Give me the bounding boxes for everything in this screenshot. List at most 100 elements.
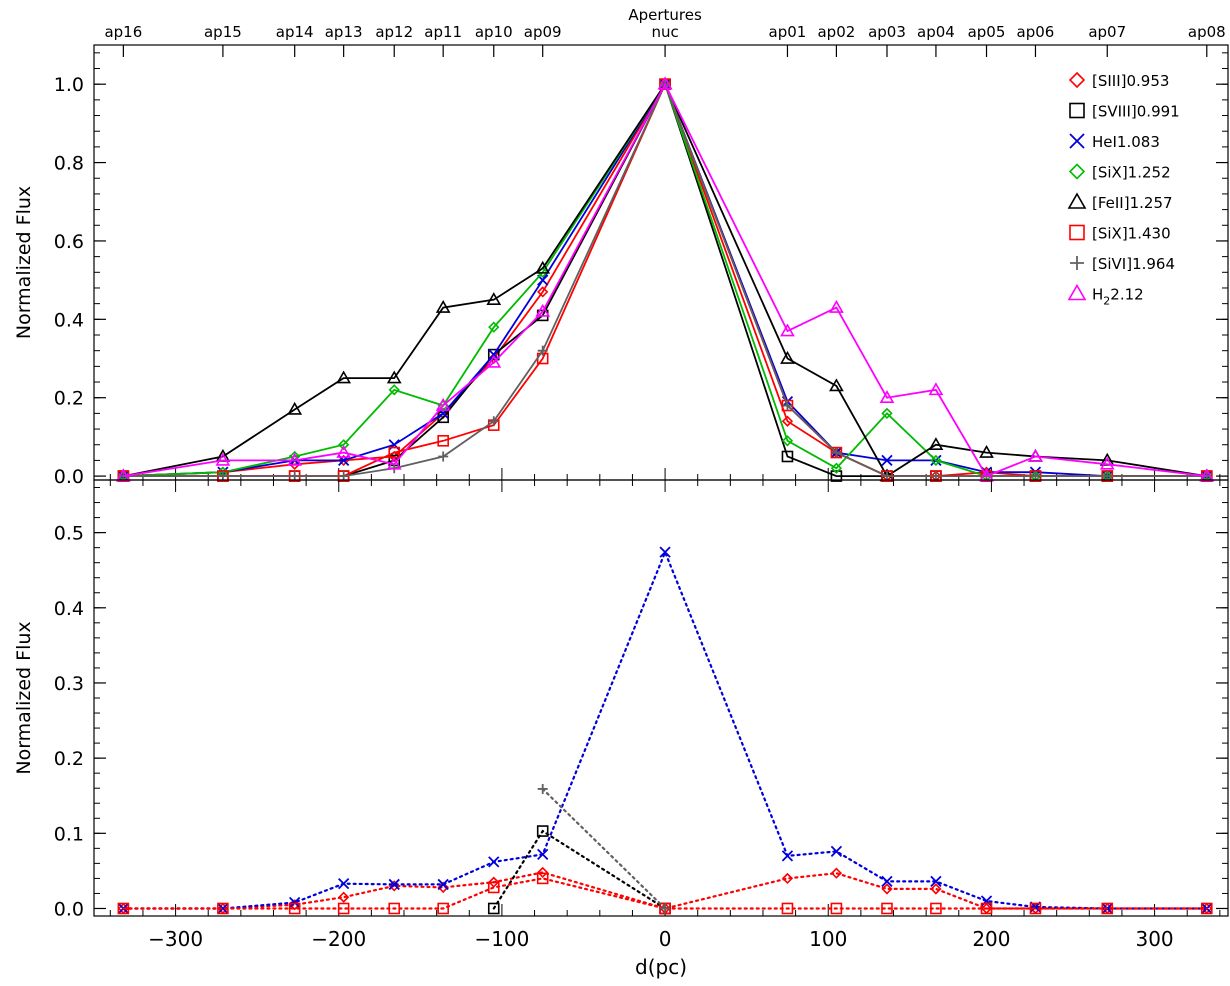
data-point-siii-0-953 [881,883,893,895]
series-line-hei1-083 [123,82,1207,477]
y-tick-label: 0.4 [54,598,84,620]
data-point-h2-12 [435,397,451,411]
data-point-hei1-083 [881,875,893,888]
legend-label: [SiVI]1.964 [1092,255,1175,273]
data-point-six-1-252 [338,439,350,451]
y-tick-label: 0.3 [54,673,84,695]
y-tick-label: 0.2 [54,748,84,770]
legend-marker [1069,224,1085,241]
data-point-sviii-0-991 [487,902,500,915]
data-point-hei1-083 [781,850,794,862]
data-point-hei1-083 [930,875,942,888]
legend: [SIII]0.953 [SVIII]0.991 HeI1.083 [SiX]1.25… [1067,71,1180,308]
x-tick-label: 100 [809,927,847,951]
aperture-label: ap13 [325,23,363,41]
data-point-six-1-430 [117,902,130,915]
legend-label: [SiX]1.252 [1092,164,1171,182]
series-line-six-1-252 [123,82,1207,477]
top-axis-label: Apertures [628,6,702,24]
data-point-six-1-430 [217,902,229,915]
series-sviii-0-991 [117,78,1213,482]
aperture-label: ap04 [917,23,955,41]
data-point-h2-12 [535,303,551,317]
aperture-label: ap06 [1017,23,1055,41]
series-line-siii-0-953 [122,871,1208,910]
legend-label: [SVIII]0.991 [1092,103,1180,121]
data-point-sivi-1-964 [831,447,842,458]
series-line-sivi-1-964 [541,787,667,910]
data-point-sviii-0-991 [487,348,500,361]
data-point-sivi-1-964 [537,345,548,356]
legend-marker [1069,102,1085,119]
aperture-label: ap10 [475,23,513,41]
data-point-hei1-083 [338,878,350,890]
y-axis-label: Normalized Flux [13,186,35,339]
y-tick-label: 0.0 [54,466,84,488]
y-tick-label: 0.4 [54,309,84,331]
data-point-h2-12 [657,76,673,90]
aperture-label: ap15 [204,23,242,41]
plot-frame [93,44,1229,481]
bottom-panel: 0.0 0.1 0.2 0.3 0.4 0.5 Normalized Flux −300 −20… [13,479,1229,979]
x-tick-label: 200 [972,927,1010,951]
data-point-feii-1-257 [829,378,844,392]
data-point-h2-12 [386,456,402,470]
legend-label: HeI1.083 [1092,133,1160,151]
aperture-label: ap01 [769,23,807,41]
data-point-siii-0-953 [338,891,350,903]
aperture-label: ap08 [1188,23,1226,41]
data-point-h2-12 [287,452,303,466]
data-point-six-1-430 [288,902,301,915]
series-line-sivi-1-964 [123,81,1207,477]
data-point-six-1-430 [536,872,549,885]
legend-label: H22.12 [1092,286,1144,308]
data-point-hei1-083 [437,878,449,891]
data-point-feii-1-257 [928,437,944,451]
data-point-six-1-430 [980,902,993,915]
y-tick-label: 0.8 [54,153,84,175]
legend-marker [1067,192,1087,209]
series-line-six-1-430 [122,877,1208,910]
aperture-label: ap14 [276,23,314,41]
legend-item-sviii-0-991: [SVIII]0.991 [1069,102,1180,121]
plot-frame [93,479,1229,917]
data-point-feii-1-257 [435,299,451,313]
data-point-hei1-083 [881,454,893,467]
series-line-siii-0-953 [123,82,1207,477]
data-point-h2-12 [879,390,895,404]
data-point-siii-0-953 [537,866,549,879]
series-hei1-083 [117,78,1213,482]
data-point-h2-12 [215,452,231,466]
y-tick-label: 0.2 [54,388,84,410]
series-feii-1-257 [115,76,1215,482]
data-point-feii-1-257 [287,401,303,415]
data-point-feii-1-257 [336,370,352,384]
legend-marker [1068,71,1086,89]
data-point-six-1-430 [337,902,350,915]
data-point-six-1-252 [830,462,843,474]
data-point-hei1-083 [289,896,301,909]
legend-item-sivi-1-964: [SiVI]1.964 [1070,255,1175,273]
series-line-sviii-0-991 [492,829,667,910]
series-sivi-1-964 [537,783,671,914]
data-point-six-1-430 [487,881,500,894]
aperture-label: ap16 [104,23,142,41]
data-point-feii-1-257 [386,370,402,384]
data-point-hei1-083 [659,546,671,558]
data-point-feii-1-257 [780,350,795,364]
legend-marker [1068,163,1086,180]
data-point-six-1-430 [781,902,794,915]
legend-label: [SiX]1.430 [1092,225,1171,243]
legend-item-six-1-252: [SiX]1.252 [1068,163,1171,182]
data-point-hei1-083 [488,856,500,868]
y-tick-label: 0.6 [54,231,84,253]
data-point-hei1-083 [388,878,400,891]
series-line-feii-1-257 [123,82,1207,478]
data-point-hei1-083 [830,845,843,857]
data-point-hei1-083 [980,895,993,907]
data-point-six-1-430 [1200,902,1213,915]
legend-label: [SIII]0.953 [1092,72,1169,90]
data-point-sivi-1-964 [488,416,499,427]
data-point-hei1-083 [217,902,229,915]
data-point-six-1-252 [930,454,942,467]
